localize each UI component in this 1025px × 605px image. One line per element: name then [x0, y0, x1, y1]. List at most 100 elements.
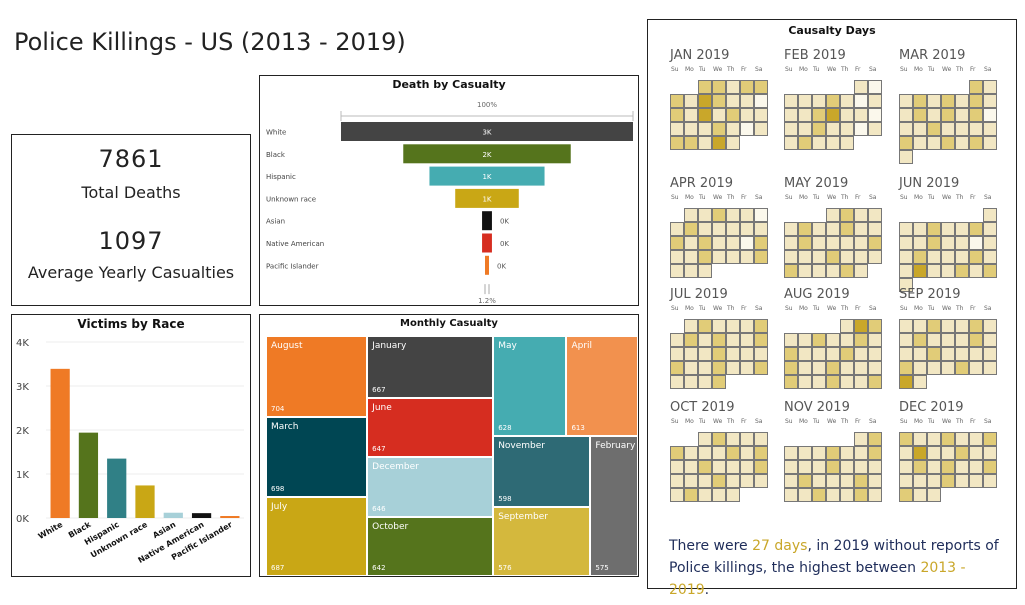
calendar-day-cell — [840, 94, 854, 108]
calendar-day-cell — [899, 432, 913, 446]
calendar-day-cell — [698, 446, 712, 460]
calendar-day-cell — [670, 264, 684, 278]
treemap-cell-value: 575 — [595, 563, 609, 572]
calendar-day-cell — [826, 94, 840, 108]
calendar-day-cell — [941, 264, 955, 278]
calendar-day-cell — [726, 361, 740, 375]
calendar-weekday-label: Mo — [685, 305, 694, 312]
calendar-day-cell — [698, 108, 712, 122]
calendar-day-cell — [754, 361, 768, 375]
calendar-weekday-label: Mo — [914, 194, 923, 201]
treemap-cell-label: September — [498, 512, 548, 523]
calendar-weekday-label: We — [942, 194, 952, 201]
calendar-day-cell — [740, 333, 754, 347]
calendar-day-cell — [983, 208, 997, 222]
calendar-day-cell — [854, 208, 868, 222]
calendar-day-cell — [969, 446, 983, 460]
funnel-data-label: 2K — [482, 151, 491, 159]
calendar-weekday-label: Th — [841, 305, 849, 312]
calendar-day-cell — [826, 236, 840, 250]
victims-by-race-panel: Victims by Race 0K 1K 2K 3K 4K White Black Hisp… — [11, 314, 251, 577]
calendar-day-cell — [927, 333, 941, 347]
calendar-day-cell — [983, 122, 997, 136]
calendar-day-cell — [868, 94, 882, 108]
calendar-day-cell — [684, 108, 698, 122]
calendar-day-cell — [913, 432, 927, 446]
calendar-day-cell — [726, 108, 740, 122]
calendar-day-cell — [941, 136, 955, 150]
treemap-cell-label: January — [372, 341, 407, 351]
calendar-day-cell — [955, 347, 969, 361]
calendar-day-cell — [969, 222, 983, 236]
calendar-weekday-label: Su — [900, 66, 908, 73]
treemap-cell-november: November 598 — [493, 435, 591, 508]
calendar-day-cell — [754, 108, 768, 122]
calendar-day-cell — [740, 236, 754, 250]
calendar-day-cell — [812, 333, 826, 347]
calendar-day-cell — [726, 94, 740, 108]
treemap-cell-value: 667 — [372, 385, 386, 394]
calendar-day-cell — [868, 208, 882, 222]
calendar-day-cell — [726, 222, 740, 236]
calendar-note-years: 2013 - 2019 — [669, 560, 966, 598]
calendar-day-cell — [868, 446, 882, 460]
calendar-day-cell — [868, 432, 882, 446]
calendar-day-cell — [784, 250, 798, 264]
monthly-casualty-treemap: August 704 March 698 July 687 January 667 June 64… — [266, 336, 638, 576]
funnel-data-label: 3K — [482, 129, 491, 137]
calendar-day-cell — [740, 432, 754, 446]
calendar-day-cell — [712, 361, 726, 375]
calendar-day-cell — [698, 375, 712, 389]
calendar-day-cell — [684, 488, 698, 502]
calendar-day-cell — [840, 474, 854, 488]
calendar-day-cell — [840, 250, 854, 264]
calendar-day-cell — [899, 222, 913, 236]
calendar-day-cell — [941, 108, 955, 122]
calendar-day-cell — [854, 222, 868, 236]
calendar-day-cell — [740, 460, 754, 474]
calendar-day-cell — [726, 333, 740, 347]
calendar-day-cell — [941, 361, 955, 375]
calendar-day-cell — [927, 446, 941, 460]
calendar-day-cell — [698, 333, 712, 347]
treemap-cell-value: 628 — [498, 423, 512, 432]
calendar-day-cell — [812, 222, 826, 236]
treemap-cell-december: December 646 — [367, 457, 494, 517]
calendar-day-cell — [712, 208, 726, 222]
calendar-day-cell — [899, 347, 913, 361]
calendar-weekday-label: Sa — [755, 194, 763, 201]
funnel-category-label: Native American — [266, 240, 324, 248]
calendar-day-cell — [868, 222, 882, 236]
calendar-day-cell — [913, 333, 927, 347]
calendar-day-cell — [812, 375, 826, 389]
calendar-day-cell — [826, 108, 840, 122]
calendar-day-cell — [854, 250, 868, 264]
calendar-day-cell — [983, 446, 997, 460]
calendar-day-cell — [854, 94, 868, 108]
calendar-day-cell — [698, 208, 712, 222]
calendar-weekday-label: We — [827, 418, 837, 425]
treemap-cell-label: November — [498, 440, 546, 451]
calendar-day-cell — [698, 94, 712, 108]
bar-hispanic — [107, 458, 127, 518]
calendar-day-cell — [955, 361, 969, 375]
calendar-weekday-label: Mo — [799, 418, 808, 425]
calendar-day-cell — [812, 347, 826, 361]
calendar-month-label: NOV 2019 — [784, 400, 850, 415]
calendar-day-cell — [868, 250, 882, 264]
calendar-day-cell — [913, 122, 927, 136]
calendar-day-cell — [798, 236, 812, 250]
calendar-day-cell — [684, 446, 698, 460]
calendar-day-cell — [913, 108, 927, 122]
calendar-month-label: APR 2019 — [670, 176, 733, 191]
treemap-cell-august: August 704 — [266, 336, 368, 417]
calendar-day-cell — [684, 361, 698, 375]
calendar-day-cell — [913, 136, 927, 150]
calendar-weekday-label: Th — [841, 194, 849, 201]
funnel-category-label: Asian — [266, 218, 285, 226]
calendar-day-cell — [740, 474, 754, 488]
calendar-day-cell — [726, 250, 740, 264]
calendar-day-cell — [927, 474, 941, 488]
treemap-cell-value: 613 — [571, 423, 585, 432]
funnel-category-label: White — [266, 129, 286, 137]
